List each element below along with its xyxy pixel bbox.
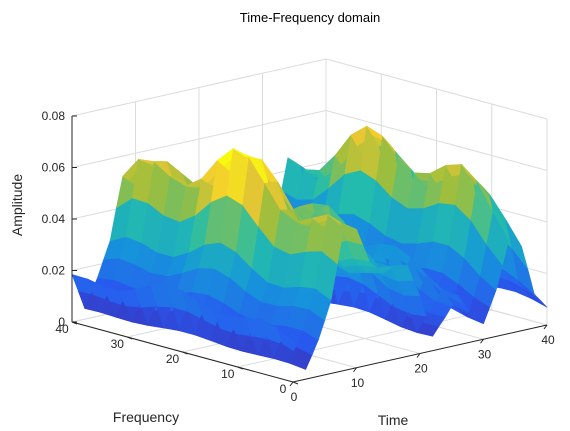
x-tick-label: 20 bbox=[414, 362, 428, 376]
grid-line bbox=[71, 58, 327, 117]
z-tick-label: 0 bbox=[58, 315, 65, 329]
grid-line bbox=[71, 110, 327, 168]
surface-patch bbox=[524, 289, 548, 308]
x-tick-mark bbox=[289, 381, 294, 387]
chart-title: Time-Frequency domain bbox=[240, 10, 380, 25]
z-axis-label: Amplitude bbox=[9, 174, 25, 236]
z-tick-label: 0.02 bbox=[42, 264, 66, 278]
grid-line bbox=[325, 58, 548, 120]
grid-line bbox=[325, 110, 548, 171]
z-tick-label: 0.06 bbox=[42, 161, 66, 175]
x-tick-mark bbox=[480, 338, 484, 344]
x-tick-label: 40 bbox=[541, 333, 555, 347]
x-tick-label: 30 bbox=[478, 347, 492, 361]
y-tick-label: 10 bbox=[221, 367, 235, 381]
x-tick-mark bbox=[353, 367, 357, 373]
x-axis-label: Time bbox=[378, 412, 409, 428]
y-tick-label: 20 bbox=[166, 352, 180, 366]
y-tick-mark bbox=[237, 366, 243, 370]
y-tick-mark bbox=[127, 336, 133, 340]
y-axis-label: Frequency bbox=[113, 409, 179, 425]
y-tick-label: 0 bbox=[280, 382, 287, 396]
surface-layer bbox=[71, 125, 548, 370]
y-tick-label: 40 bbox=[55, 322, 69, 336]
z-tick-label: 0.08 bbox=[42, 109, 66, 123]
x-tick-label: 0 bbox=[291, 390, 298, 404]
x-tick-label: 10 bbox=[351, 376, 365, 390]
x-tick-mark bbox=[416, 353, 421, 358]
y-tick-mark bbox=[182, 351, 188, 355]
y-tick-mark bbox=[292, 381, 299, 385]
x-tick-mark bbox=[543, 324, 548, 330]
z-tick-label: 0.04 bbox=[42, 212, 66, 226]
y-tick-label: 30 bbox=[111, 337, 125, 351]
